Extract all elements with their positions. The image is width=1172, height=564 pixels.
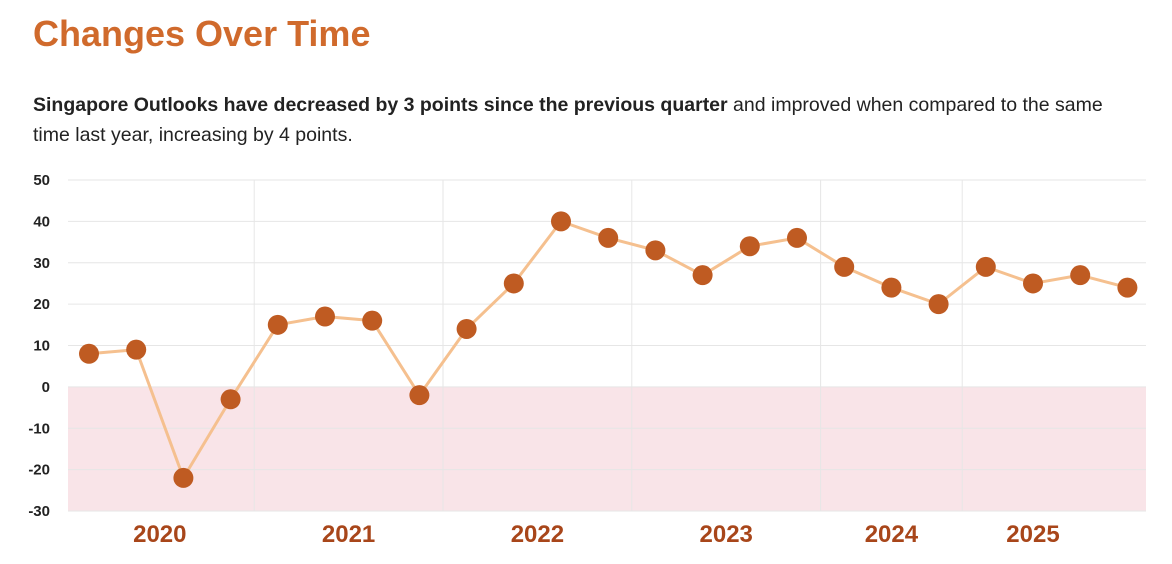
data-point bbox=[1070, 265, 1091, 286]
data-point bbox=[456, 318, 477, 339]
data-point bbox=[645, 240, 666, 261]
grid-layer bbox=[68, 179, 1146, 512]
data-point bbox=[834, 256, 855, 277]
y-tick-label: 0 bbox=[42, 379, 50, 396]
y-tick-label: 40 bbox=[33, 213, 50, 230]
data-point bbox=[315, 306, 335, 327]
y-tick-label: -30 bbox=[28, 503, 50, 520]
data-point bbox=[220, 389, 241, 410]
data-point bbox=[126, 339, 147, 360]
negative-band bbox=[68, 386, 1146, 511]
year-label: 2020 bbox=[133, 521, 186, 548]
data-point bbox=[739, 236, 760, 257]
summary-rest: and improved when compared to the same t… bbox=[33, 94, 1103, 146]
data-point bbox=[1117, 277, 1138, 298]
data-point bbox=[503, 273, 524, 294]
data-point bbox=[79, 343, 99, 364]
y-tick-label: -10 bbox=[28, 420, 50, 437]
year-label: 2024 bbox=[865, 521, 919, 548]
y-tick-label: 20 bbox=[33, 296, 50, 313]
series-layer bbox=[79, 211, 1138, 488]
page-title: Changes Over Time bbox=[33, 13, 371, 54]
year-label: 2023 bbox=[700, 521, 753, 548]
data-point bbox=[1023, 273, 1043, 294]
data-point bbox=[173, 467, 194, 488]
y-tick-label: -20 bbox=[28, 462, 50, 479]
summary-bold: Singapore Outlooks have decreased by 3 p… bbox=[33, 94, 728, 116]
y-tick-label: 50 bbox=[33, 172, 50, 189]
data-point bbox=[928, 294, 949, 315]
negative-band-layer bbox=[68, 386, 1146, 511]
data-point bbox=[787, 227, 807, 248]
summary-text: Singapore Outlooks have decreased by 3 p… bbox=[33, 90, 1143, 150]
data-point bbox=[409, 385, 430, 406]
data-point bbox=[881, 277, 902, 298]
data-point bbox=[598, 227, 619, 248]
year-label: 2022 bbox=[511, 521, 564, 548]
x-axis: 2020 2021 2022 2023 2024 2025 bbox=[133, 521, 1060, 548]
data-point bbox=[267, 314, 288, 335]
y-tick-label: 30 bbox=[33, 255, 50, 272]
y-axis: 50 40 30 20 10 0 -10 -20 -30 bbox=[28, 172, 50, 520]
data-point bbox=[975, 256, 996, 277]
y-tick-label: 10 bbox=[33, 338, 50, 355]
data-point bbox=[362, 310, 383, 331]
year-label: 2021 bbox=[322, 521, 375, 548]
year-label: 2025 bbox=[1006, 521, 1059, 548]
data-point bbox=[692, 265, 713, 286]
data-point bbox=[551, 211, 571, 232]
